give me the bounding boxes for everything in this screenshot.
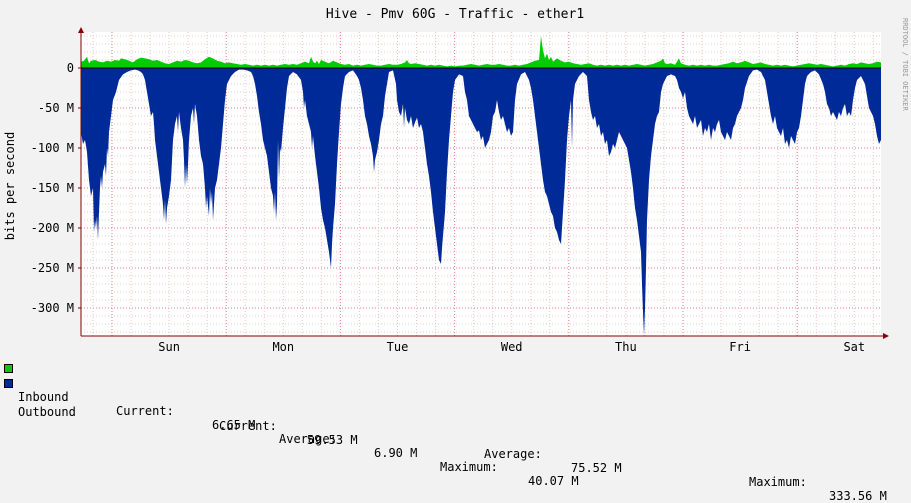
legend-inbound-label: Inbound (18, 390, 69, 404)
series-inbound-area (81, 36, 881, 68)
legend-outbound-maximum: 333.56 M (829, 489, 887, 503)
x-tick-label-sat: Sat (843, 340, 865, 354)
y-axis-arrow (78, 27, 84, 33)
y-axis-label: bits per second (3, 132, 17, 240)
x-tick-label-tue: Tue (387, 340, 409, 354)
legend-outbound-average-label: Average: (484, 447, 542, 461)
chart-title: Hive - Pmv 60G - Traffic - ether1 (326, 7, 584, 22)
x-tick-label-wed: Wed (501, 340, 523, 354)
y-tick-label: -250 M (31, 261, 74, 275)
traffic-chart: Hive - Pmv 60G - Traffic - ether1 RRDTOO… (3, 7, 909, 354)
rrdtool-watermark: RRDTOOL / TOBI OETIKER (901, 18, 909, 112)
series-outbound-area (81, 68, 881, 336)
x-tick-label-thu: Thu (615, 340, 637, 354)
y-tick-label: -300 M (31, 301, 74, 315)
x-tick-label-sun: Sun (158, 340, 180, 354)
y-tick-label: -200 M (31, 221, 74, 235)
y-tick-label: -100 M (31, 141, 74, 155)
y-tick-label: -150 M (31, 181, 74, 195)
legend-inbound: Inbound Current: 6.65 M Average: 6.90 M … (0, 362, 911, 488)
legend-outbound: Outbound Current: 59.53 M Average: 75.52… (0, 377, 911, 503)
legend-outbound-current-label: Current: (219, 419, 277, 433)
legend-outbound-current: 59.53 M (307, 433, 358, 447)
y-tick-labels: 0 -50 M -100 M -150 M -200 M -250 M -300 M (31, 61, 81, 315)
y-tick-label: -50 M (38, 101, 74, 115)
legend-outbound-average: 75.52 M (571, 461, 622, 475)
legend-outbound-maximum-label: Maximum: (749, 475, 807, 489)
legend-inbound-maximum-label: Maximum: (440, 460, 498, 474)
outbound-swatch (4, 379, 13, 388)
series-layer (81, 36, 881, 336)
y-tick-label: 0 (67, 61, 74, 75)
x-tick-labels: Sun Mon Tue Wed Thu Fri Sat (158, 340, 865, 354)
inbound-swatch (4, 364, 13, 373)
legend-outbound-label: Outbound (18, 405, 76, 419)
legend-inbound-maximum: 40.07 M (528, 474, 579, 488)
legend-inbound-average: 6.90 M (374, 446, 418, 460)
axes (78, 27, 889, 339)
x-tick-label-fri: Fri (729, 340, 751, 354)
legend-inbound-current-label: Current: (116, 404, 174, 418)
x-tick-label-mon: Mon (272, 340, 294, 354)
x-axis-arrow (883, 333, 889, 339)
